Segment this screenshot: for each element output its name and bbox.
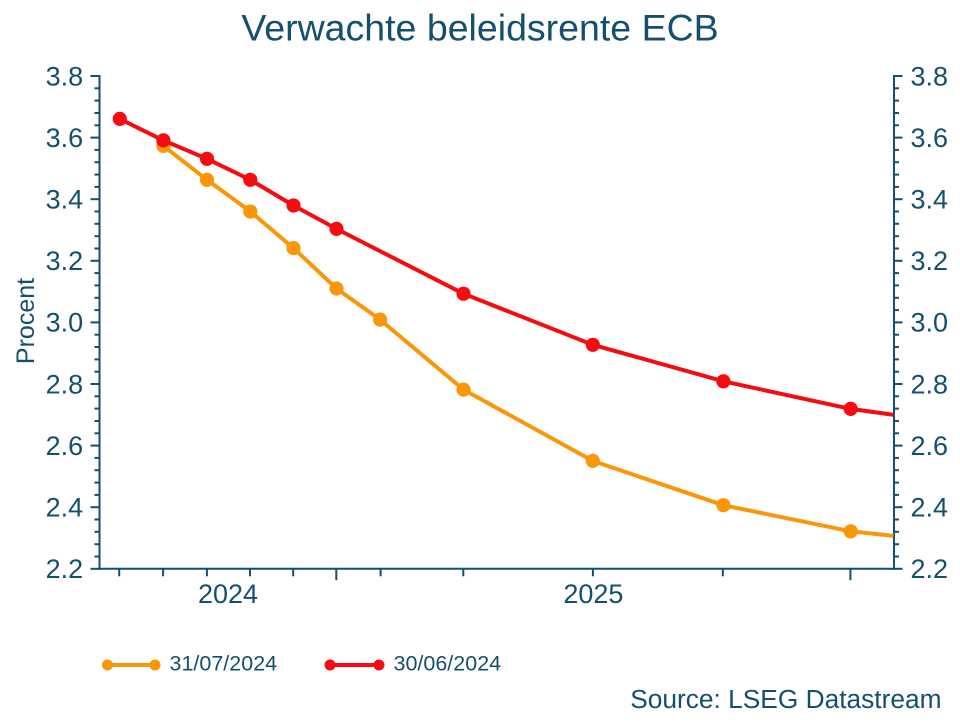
svg-text:Source: LSEG Datastream: Source: LSEG Datastream: [630, 684, 941, 714]
svg-text:2.6: 2.6: [46, 431, 84, 461]
svg-text:3.8: 3.8: [911, 61, 949, 91]
svg-text:3.6: 3.6: [911, 123, 949, 153]
svg-text:3.0: 3.0: [911, 308, 949, 338]
svg-text:3.6: 3.6: [46, 123, 84, 153]
svg-text:2025: 2025: [563, 579, 623, 609]
svg-text:2.8: 2.8: [911, 369, 949, 399]
svg-text:3.2: 3.2: [46, 246, 84, 276]
svg-text:3.4: 3.4: [911, 185, 949, 215]
svg-text:31/07/2024: 31/07/2024: [170, 652, 278, 676]
svg-text:2.6: 2.6: [911, 431, 949, 461]
svg-text:2.4: 2.4: [46, 493, 84, 523]
svg-text:Procent: Procent: [12, 278, 40, 364]
svg-text:2.8: 2.8: [46, 369, 84, 399]
svg-text:3.8: 3.8: [46, 61, 84, 91]
svg-text:3.0: 3.0: [46, 308, 84, 338]
svg-text:2.2: 2.2: [46, 554, 84, 584]
svg-text:2.4: 2.4: [911, 493, 949, 523]
svg-text:3.2: 3.2: [911, 246, 949, 276]
svg-text:30/06/2024: 30/06/2024: [394, 652, 502, 676]
svg-text:2.2: 2.2: [911, 554, 949, 584]
svg-text:2024: 2024: [198, 579, 258, 609]
svg-text:3.4: 3.4: [46, 185, 84, 215]
svg-text:Verwachte beleidsrente ECB: Verwachte beleidsrente ECB: [241, 7, 718, 49]
